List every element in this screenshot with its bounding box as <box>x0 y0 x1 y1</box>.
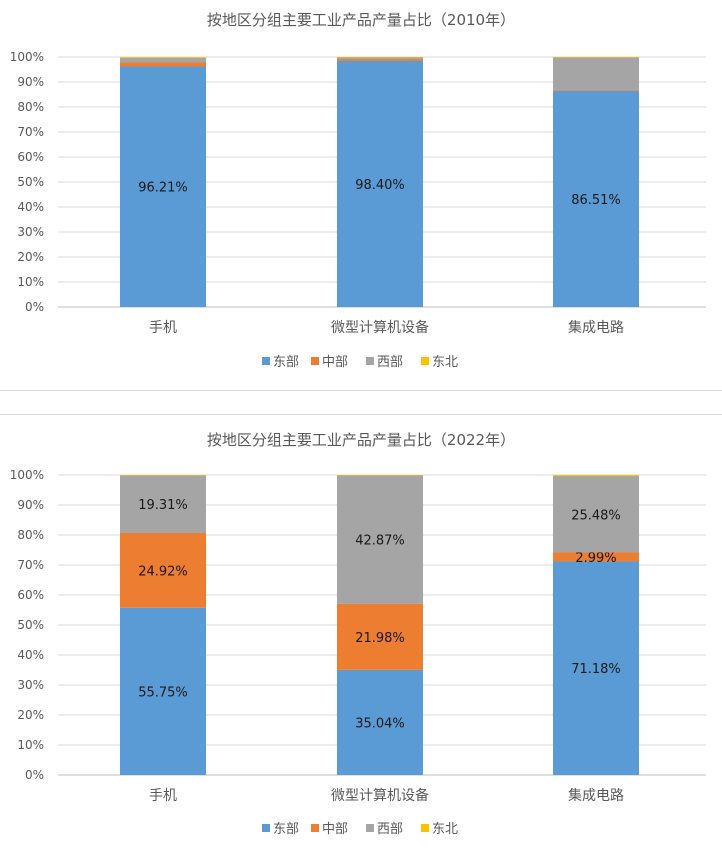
y-tick-label: 50% <box>17 618 44 632</box>
data-label: 35.04% <box>355 716 405 731</box>
y-tick-label: 0% <box>25 300 44 314</box>
chart-2010-svg: 按地区分组主要工业产品产量占比（2010年） 0% 10% 20% 30% 40% 50% 6… <box>10 11 706 370</box>
data-label: 24.92% <box>138 564 188 579</box>
bar-segment <box>553 57 639 90</box>
bar-segment <box>120 475 206 533</box>
y-tick-label: 80% <box>17 100 44 114</box>
y-tick-label: 100% <box>10 468 44 482</box>
y-tick-label: 90% <box>17 75 44 89</box>
y-tick-label: 10% <box>17 275 44 289</box>
bar-segment <box>337 57 423 58</box>
legend-swatch <box>366 824 374 832</box>
y-tick-label: 0% <box>25 768 44 782</box>
category-label: 手机 <box>149 788 177 804</box>
bar-segment <box>553 89 639 91</box>
category-label: 集成电路 <box>568 787 624 804</box>
bar-segment <box>120 607 206 775</box>
chart-2010: 按地区分组主要工业产品产量占比（2010年） 0% 10% 20% 30% 40% 50% 6… <box>0 0 722 390</box>
data-label: 42.87% <box>355 534 405 549</box>
legend-label: 中部 <box>322 355 348 370</box>
bar-segment <box>553 475 639 477</box>
chart-2022-svg: 按地区分组主要工业产品产量占比（2022年） 0% 10% 20% 30% 40% 50% 6… <box>10 431 706 837</box>
data-label: 96.21% <box>138 181 188 196</box>
y-tick-label: 60% <box>17 150 44 164</box>
y-tick-label: 60% <box>17 588 44 602</box>
y-tick-label: 80% <box>17 528 44 542</box>
data-label: 98.40% <box>355 178 405 193</box>
y-tick-label: 90% <box>17 498 44 512</box>
panel-divider-top <box>0 390 722 391</box>
legend-swatch <box>311 357 319 365</box>
data-label: 25.48% <box>571 508 621 523</box>
panel-divider-bottom <box>0 414 722 415</box>
bar-segment <box>337 59 423 61</box>
chart-title: 按地区分组主要工业产品产量占比（2010年） <box>207 11 515 29</box>
bar-segment <box>120 532 206 608</box>
bar-segment <box>553 90 639 307</box>
legend-label: 东北 <box>432 355 458 370</box>
data-label: 21.98% <box>355 631 405 646</box>
y-tick-label: 70% <box>17 125 44 139</box>
legend-label: 西部 <box>377 822 403 837</box>
bar-segment <box>553 57 639 58</box>
category-label: 集成电路 <box>568 319 624 336</box>
y-tick-label: 50% <box>17 175 44 189</box>
y-tick-label: 10% <box>17 738 44 752</box>
category-label: 微型计算机设备 <box>331 319 429 336</box>
legend-label: 东部 <box>273 822 299 837</box>
y-tick-label: 40% <box>17 648 44 662</box>
bar-segment <box>120 57 206 58</box>
y-tick-label: 40% <box>17 200 44 214</box>
bar-segment <box>337 57 423 60</box>
data-label: 55.75% <box>138 685 188 700</box>
legend-swatch <box>421 824 429 832</box>
category-label: 微型计算机设备 <box>331 787 429 804</box>
legend-swatch <box>311 824 319 832</box>
legend-swatch <box>262 824 270 832</box>
bar-segment <box>120 62 206 67</box>
y-tick-label: 20% <box>17 250 44 264</box>
legend-swatch <box>366 357 374 365</box>
bar-segment <box>120 475 206 476</box>
data-label: 2.99% <box>575 551 616 566</box>
bar-segment <box>553 561 639 775</box>
y-tick-label: 30% <box>17 678 44 692</box>
bar-segment <box>337 603 423 670</box>
y-tick-label: 70% <box>17 558 44 572</box>
bar-segment <box>120 57 206 63</box>
bar-segment <box>553 552 639 562</box>
chart-title: 按地区分组主要工业产品产量占比（2022年） <box>207 431 515 449</box>
legend-swatch <box>421 357 429 365</box>
bar-segment <box>337 669 423 775</box>
legend-label: 中部 <box>322 822 348 837</box>
legend-label: 东部 <box>273 355 299 370</box>
data-label: 71.18% <box>571 662 621 677</box>
legend-swatch <box>262 357 270 365</box>
chart-2022: 按地区分组主要工业产品产量占比（2022年） 0% 10% 20% 30% 40% 50% 6… <box>0 415 722 857</box>
bar-segment <box>337 475 423 476</box>
bar-segment <box>337 475 423 604</box>
y-tick-label: 20% <box>17 708 44 722</box>
data-label: 19.31% <box>138 498 188 513</box>
legend-label: 东北 <box>432 822 458 837</box>
y-tick-label: 30% <box>17 225 44 239</box>
legend-label: 西部 <box>377 355 403 370</box>
bar-segment <box>553 476 639 553</box>
bar-segment <box>337 61 423 307</box>
y-tick-label: 100% <box>10 50 44 64</box>
bar-segment <box>120 66 206 307</box>
data-label: 86.51% <box>571 193 621 208</box>
category-label: 手机 <box>149 320 177 336</box>
